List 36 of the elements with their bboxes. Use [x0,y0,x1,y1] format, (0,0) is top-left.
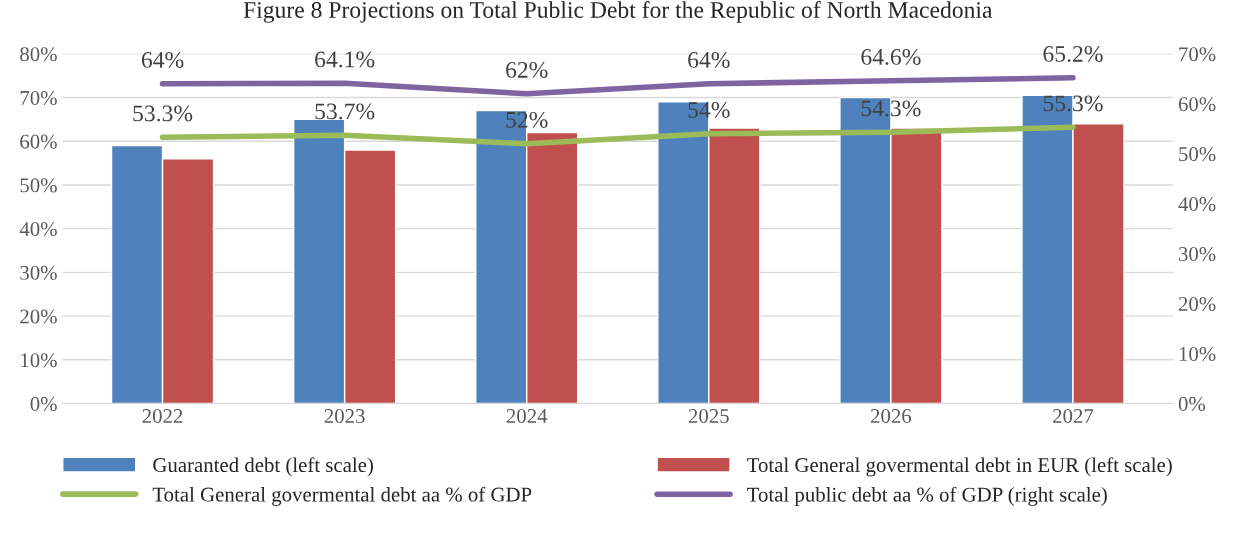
y-tick-label: 70% [20,90,57,106]
data-label: 62% [506,61,548,78]
y-tick-label: 30% [20,265,57,280]
data-label: 53.7% [315,103,375,120]
x-tick-label: 2026 [870,408,912,424]
y-tick-label: 50% [20,178,57,193]
y2-tick-label: 0% [1178,396,1206,411]
y2-tick-label: 30% [1178,247,1216,262]
x-tick-label: 2024 [506,408,548,424]
data-label: 64.6% [861,48,921,65]
legend-label: Total public debt aa % of GDP (right scale) [747,486,1107,506]
legend-label: Total General govermental debt in EUR (left scale) [747,457,1172,477]
y2-tick-label: 50% [1179,147,1216,162]
y2-tick-label: 10% [1179,346,1216,362]
x-tick-label: 2022 [142,408,183,424]
legend-label: Total General govermental debt aa % of GDP [152,486,532,506]
x-tick-label: 2027 [1053,408,1094,424]
y2-tick-label: 60% [1178,97,1216,112]
y2-tick-label: 20% [1178,296,1216,312]
y-tick-label: 10% [21,353,57,368]
data-label: 65.2% [1043,45,1103,62]
x-tick-label: 2023 [324,408,365,424]
y-tick-label: 60% [20,134,57,149]
y-tick-label: 80% [20,47,57,62]
y2-tick-label: 40% [1178,197,1216,212]
y-tick-label: 20% [20,309,57,324]
chart-title: Figure 8 Projections on Total Public Debt for the Republic of North Macedonia [243,1,993,23]
legend-label: Guaranted debt (left scale) [153,457,373,477]
data-label: 64% [688,51,730,68]
data-label: 53.3% [133,105,193,122]
data-label: 64% [141,51,184,68]
y-tick-label: 0% [30,396,57,411]
y2-tick-label: 70% [1179,47,1216,62]
x-tick-label: 2025 [688,408,729,424]
y-tick-label: 40% [19,222,57,237]
data-label: 64.1% [315,51,375,68]
